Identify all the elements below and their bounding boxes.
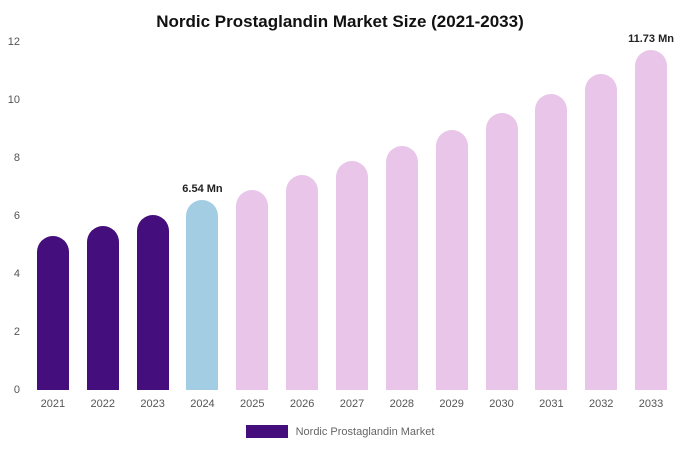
y-tick-label: 8	[13, 152, 20, 164]
plot-area: 6.54 Mn 11.73 Mn	[28, 33, 676, 390]
bar-column-2033: 11.73 Mn	[626, 33, 676, 390]
x-tick-label-2033: 2033	[638, 398, 664, 410]
y-tick-label: 10	[7, 94, 20, 106]
x-tick-label-2028: 2028	[389, 398, 415, 410]
legend-label: Nordic Prostaglandin Market	[295, 425, 435, 438]
bar-column-2024: 6.54 Mn	[178, 42, 228, 390]
bar-2030	[485, 113, 518, 390]
bar-column-2022	[78, 42, 128, 390]
bar-column-2023	[128, 42, 178, 390]
bar-column-2025	[227, 42, 277, 390]
y-tick-label: 6	[13, 210, 20, 222]
x-axis: 2021 2022 2023 2024 2025 2026 2027 2028 2029 2030…	[28, 398, 676, 410]
bar-2025	[236, 189, 269, 390]
bar-column-2029	[427, 42, 477, 390]
x-tick-label-2021: 2021	[40, 398, 66, 410]
bar-2026	[286, 175, 319, 390]
x-tick-label-2031: 2031	[539, 398, 564, 410]
bar-column-2032	[576, 42, 626, 390]
x-tick-label-2024: 2024	[190, 398, 215, 410]
bar-column-2030	[477, 42, 527, 390]
bar-2021	[36, 236, 69, 390]
x-tick-label-2022: 2022	[90, 398, 115, 410]
bar-2028	[385, 146, 418, 390]
bar-2024	[186, 200, 219, 390]
y-axis: 0 2 4 6 8 10 12	[0, 36, 24, 396]
y-tick-label: 0	[13, 384, 20, 396]
x-tick-label-2032: 2032	[588, 398, 614, 410]
y-tick-label: 2	[13, 326, 20, 338]
bar-column-2021	[28, 42, 78, 390]
bar-column-2026	[277, 42, 327, 390]
bar-2032	[585, 73, 618, 390]
x-tick-label-2027: 2027	[339, 398, 365, 410]
chart-title: Nordic Prostaglandin Market Size (2021-2…	[156, 12, 524, 31]
bar-2027	[335, 160, 368, 390]
bar-column-2027	[327, 42, 377, 390]
legend: Nordic Prostaglandin Market	[0, 425, 680, 438]
value-label-2033: 11.73 Mn	[628, 32, 674, 45]
bar-2031	[535, 94, 568, 390]
bar-column-2031	[526, 42, 576, 390]
legend-swatch	[245, 425, 288, 438]
bar-2033	[635, 49, 668, 390]
bar-2029	[435, 130, 468, 390]
bar-2023	[136, 214, 169, 390]
y-tick-label: 4	[13, 268, 20, 280]
x-tick-label-2023: 2023	[140, 398, 165, 410]
bar-column-2028	[377, 42, 427, 390]
value-label-2024: 6.54 Mn	[182, 183, 223, 196]
x-tick-label-2029: 2029	[439, 398, 464, 410]
x-tick-label-2030: 2030	[489, 398, 514, 410]
y-tick-label: 12	[7, 36, 20, 48]
x-tick-label-2026: 2026	[289, 398, 315, 410]
bar-2022	[86, 226, 119, 390]
x-tick-label-2025: 2025	[240, 398, 265, 410]
